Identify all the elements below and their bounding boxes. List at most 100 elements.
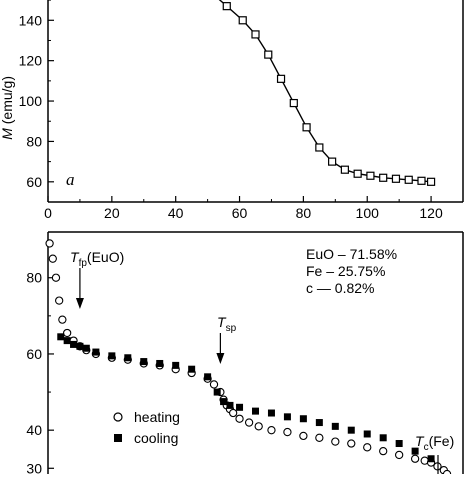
panel-a-y-tick-label: 60 (26, 174, 42, 190)
annotation-tc-suffix: (Fe) (429, 433, 455, 449)
panel-b-cooling-point (82, 344, 90, 352)
legend-label-heating: heating (134, 409, 180, 425)
panel-b-heating-point (51, 273, 61, 282)
panel-b-cooling-point (283, 413, 291, 421)
panel-b-y-tick-label: 80 (26, 270, 42, 286)
panel-b-cooling-point (427, 455, 435, 463)
annotation-tfp-arrow-head (75, 298, 84, 309)
panel-a-x-tick-label: 20 (104, 205, 120, 221)
panel-b-cooling-point (267, 409, 275, 417)
panel-b-cooling-point (76, 342, 84, 350)
panel-b-cooling-point (252, 407, 259, 415)
panel-a-point (328, 157, 337, 166)
panel-a-x-tick-label: 80 (296, 205, 312, 221)
panel-b-cooling-point (156, 359, 164, 367)
legend: heating cooling (113, 409, 180, 446)
panel-b-cooling-point (70, 340, 78, 348)
panel-b-cooling-point (236, 403, 244, 411)
panel-b-cooling-point (108, 352, 116, 360)
legend-marker-heating (113, 412, 123, 422)
panel-a-y-tick-label: 100 (19, 93, 43, 109)
panel-b-heating-point (254, 422, 263, 431)
panel-b-heating-point (58, 315, 67, 324)
panel-a-point (426, 177, 436, 186)
panel-a-x-tick-label: 0 (44, 205, 52, 221)
panel-b-y-tick-label: 60 (26, 346, 42, 362)
panel-a-point (264, 50, 273, 59)
panel-a-point (340, 165, 349, 174)
panel-b-heating-point (55, 296, 64, 305)
panel-a-point (289, 98, 298, 108)
panel-b-heating-point (283, 427, 292, 437)
panel-b-cooling-point (172, 361, 180, 369)
annotation-tc-main: T (415, 433, 425, 449)
panel-b-heating-point (299, 431, 308, 441)
panel-b-cooling-point (299, 415, 307, 423)
panel-b-heating-point (347, 439, 356, 448)
panel-a-y-tick-label: 140 (19, 12, 43, 28)
panel-b-cooling-point (188, 365, 196, 373)
panel-b-heating-point (442, 469, 452, 479)
panel-a-point (222, 2, 231, 11)
annotation-tfp-sub: fp (79, 258, 88, 269)
panel-a-point (238, 16, 247, 25)
legend-marker-cooling (114, 434, 122, 442)
panel-b-heating-point (244, 418, 254, 427)
panel-a-point (404, 175, 413, 184)
panel-a-point (391, 174, 401, 183)
panel-a-y-tick-label: 80 (26, 133, 42, 149)
panel-a-point (302, 123, 311, 132)
panel-b-heating-point (379, 446, 388, 456)
annotation-tsp-sub: sp (226, 323, 237, 334)
panel-b-heating-point (410, 454, 420, 463)
panel-a: 0 20 40 60 80 100 120 60 80 100 120 140 M (emu/g) a (0, 0, 464, 221)
composition-line-3: c — 0.82% (306, 280, 374, 296)
panel-b-heating-point (331, 437, 340, 446)
panel-b-cooling-point (395, 440, 403, 448)
annotation-tc: Tc(Fe) (415, 433, 454, 453)
panel-a-y-axis-title: M (emu/g) (0, 76, 15, 140)
panel-b-heating-point (235, 414, 244, 423)
panel-a-point (417, 176, 426, 185)
panel-b-heating-point (363, 443, 372, 452)
panel-b-cooling-point (315, 419, 323, 427)
annotation-tsp-arrow-head (216, 353, 225, 364)
panel-b-heating-point (209, 380, 219, 389)
panel-a-y-axis-unit: (emu/g) (0, 76, 15, 128)
annotation-tsp-main: T (217, 314, 227, 330)
panel-a-x-tick-label: 120 (419, 205, 443, 221)
panel-b-cooling-point (220, 398, 228, 406)
panel-b-y-tick-label: 30 (26, 460, 42, 474)
panel-b-y-tick-label: 40 (26, 422, 42, 438)
panel-b-heating-point (267, 426, 276, 435)
panel-b-cooling-point (63, 337, 71, 345)
panel-a-series-line (218, 0, 432, 183)
panel-b-heating-point (315, 433, 324, 442)
panel-b-heating-point (229, 408, 238, 418)
panel-a-y-tick-label: 120 (19, 53, 43, 69)
annotation-tfp-main: T (70, 249, 80, 265)
panel-b-cooling-point (363, 430, 371, 438)
panel-a-point (379, 173, 388, 182)
panel-b-cooling-point (331, 422, 339, 430)
annotation-tfp-suffix: (EuO) (87, 249, 124, 265)
panel-b-heating-point (48, 254, 57, 263)
panel-b-heating-point (395, 450, 404, 460)
panel-a-point (251, 30, 260, 39)
annotation-tfp: Tfp(EuO) (70, 249, 124, 269)
panel-a-x-tick-label: 100 (356, 205, 380, 221)
annotation-tc-sub: c (424, 442, 429, 453)
panel-b-cooling-point (204, 373, 212, 381)
panel-b-cooling-point (140, 358, 148, 366)
panel-b-cooling-point (226, 401, 234, 409)
annotation-tsp: Tsp (217, 314, 237, 334)
panel-b-heating-point (63, 328, 72, 338)
panel-a-point (315, 143, 324, 152)
panel-b-cooling-point (124, 354, 132, 362)
panel-b-cooling-point (92, 348, 100, 356)
panel-a-point (276, 74, 286, 83)
panel-b-cooling-point (57, 333, 65, 341)
